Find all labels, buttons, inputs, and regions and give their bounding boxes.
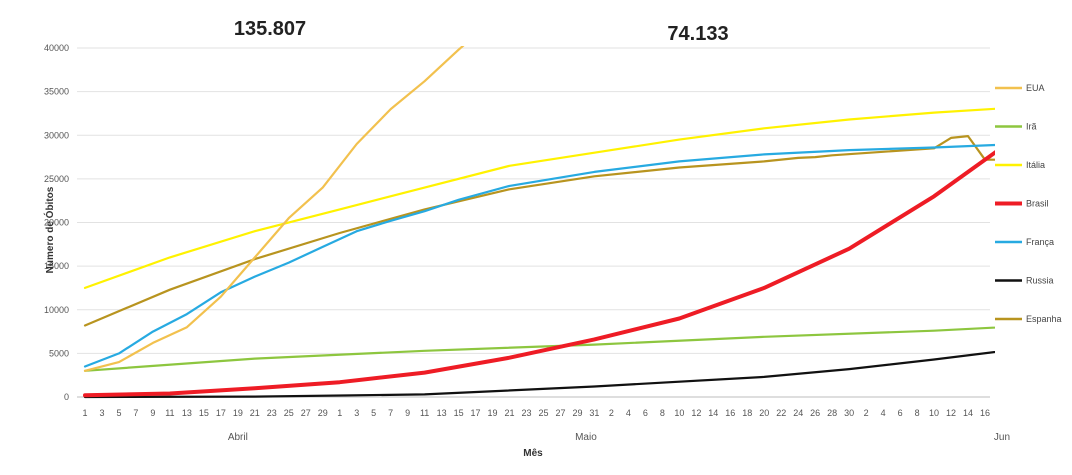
- legend-label-brasil: Brasil: [1026, 199, 1049, 209]
- x-tick-label: 10: [929, 408, 939, 418]
- x-tick-label: 8: [915, 408, 920, 418]
- x-tick-label: 7: [388, 408, 393, 418]
- legend: EUA Irã Itália Brasil França Russia Espanha: [995, 83, 1062, 324]
- x-tick-label: 21: [250, 408, 260, 418]
- x-tick-label: 2: [609, 408, 614, 418]
- x-tick-label: 26: [810, 408, 820, 418]
- month-label: Maio: [575, 432, 597, 443]
- month-label: Jun: [994, 432, 1010, 443]
- x-tick-label: 17: [216, 408, 226, 418]
- x-axis-title: Mês: [523, 448, 543, 459]
- series-line-espanha: [83, 135, 995, 327]
- x-tick-label: 12: [691, 408, 701, 418]
- y-tick-label: 30000: [44, 130, 69, 140]
- x-tick-label: 9: [405, 408, 410, 418]
- y-tick-label: 15000: [44, 261, 69, 271]
- x-tick-label: 11: [420, 408, 429, 418]
- x-tick-label: 17: [471, 408, 481, 418]
- x-tick-label: 24: [793, 408, 803, 418]
- x-tick-label: 22: [776, 408, 786, 418]
- series-lines: [83, 46, 995, 399]
- x-tick-label: 16: [725, 408, 735, 418]
- x-tick-label: 19: [233, 408, 243, 418]
- x-tick-label: 31: [589, 408, 599, 418]
- x-tick-label: 6: [898, 408, 903, 418]
- x-tick-label: 18: [742, 408, 752, 418]
- series-line-ira: [83, 326, 995, 372]
- y-tick-label: 20000: [44, 218, 69, 228]
- x-tick-label: 21: [505, 408, 515, 418]
- x-tick-label: 7: [133, 408, 138, 418]
- x-tick-label: 3: [99, 408, 104, 418]
- x-tick-label: 30: [844, 408, 854, 418]
- x-tick-label: 1: [82, 408, 87, 418]
- y-tick-label: 5000: [49, 348, 69, 358]
- x-tick-label: 13: [182, 408, 192, 418]
- x-tick-label: 23: [267, 408, 277, 418]
- y-tick-labels: 0 5000 10000 15000 20000 25000 30000 35000 40000: [44, 43, 69, 402]
- x-tick-label: 25: [284, 408, 294, 418]
- legend-label-espanha: Espanha: [1026, 314, 1062, 324]
- series-line-brasil: [83, 150, 995, 398]
- x-tick-label: 20: [759, 408, 769, 418]
- x-tick-label: 19: [488, 408, 498, 418]
- legend-label-eua: EUA: [1026, 83, 1045, 93]
- legend-label-franca: França: [1026, 237, 1054, 247]
- x-tick-labels: 1 3 5 7 9 11 13 15 17 19 21 23 25 27 29 1 3 5 7 9 11 13 15 17 19…: [82, 408, 990, 418]
- x-tick-label: 15: [199, 408, 209, 418]
- legend-label-russia: Russia: [1026, 276, 1054, 286]
- month-label: Abril: [228, 432, 248, 443]
- x-tick-label: 1: [337, 408, 342, 418]
- x-tick-label: 8: [660, 408, 665, 418]
- x-tick-label: 27: [301, 408, 311, 418]
- y-tick-label: 40000: [44, 43, 69, 53]
- y-tick-label: 10000: [44, 305, 69, 315]
- x-tick-label: 4: [626, 408, 631, 418]
- y-tick-label: 35000: [44, 87, 69, 97]
- x-tick-label: 29: [318, 408, 328, 418]
- x-tick-label: 6: [643, 408, 648, 418]
- x-tick-label: 2: [864, 408, 869, 418]
- x-tick-label: 25: [538, 408, 548, 418]
- x-tick-label: 13: [437, 408, 447, 418]
- x-tick-label: 27: [555, 408, 565, 418]
- legend-label-ira: Irã: [1026, 122, 1037, 132]
- x-tick-label: 23: [522, 408, 532, 418]
- legend-label-italia: Itália: [1026, 160, 1045, 170]
- x-tick-label: 10: [674, 408, 684, 418]
- series-line-russia: [83, 350, 995, 399]
- x-tick-label: 14: [708, 408, 718, 418]
- y-axis-title: Numero de Óbitos: [43, 186, 56, 273]
- series-line-italia: [83, 107, 995, 289]
- x-tick-label: 9: [150, 408, 155, 418]
- brasil-total-annotation: 74.133: [667, 23, 728, 45]
- series-line-eua: [83, 46, 465, 372]
- x-tick-label: 3: [354, 408, 359, 418]
- x-tick-label: 4: [881, 408, 886, 418]
- x-tick-label: 16: [980, 408, 990, 418]
- x-tick-label: 5: [371, 408, 376, 418]
- x-tick-label: 11: [165, 408, 174, 418]
- x-tick-label: 28: [827, 408, 837, 418]
- x-tick-label: 14: [963, 408, 973, 418]
- y-tick-label: 0: [64, 392, 69, 402]
- x-tick-label: 29: [572, 408, 582, 418]
- gridlines: [77, 47, 990, 398]
- eua-total-annotation: 135.807: [234, 18, 306, 40]
- month-labels: AbrilMaioJunJul: [228, 432, 1010, 443]
- x-tick-label: 12: [946, 408, 956, 418]
- y-tick-label: 25000: [44, 174, 69, 184]
- x-tick-label: 5: [116, 408, 121, 418]
- x-tick-label: 15: [454, 408, 464, 418]
- series-line-franca: [83, 143, 995, 368]
